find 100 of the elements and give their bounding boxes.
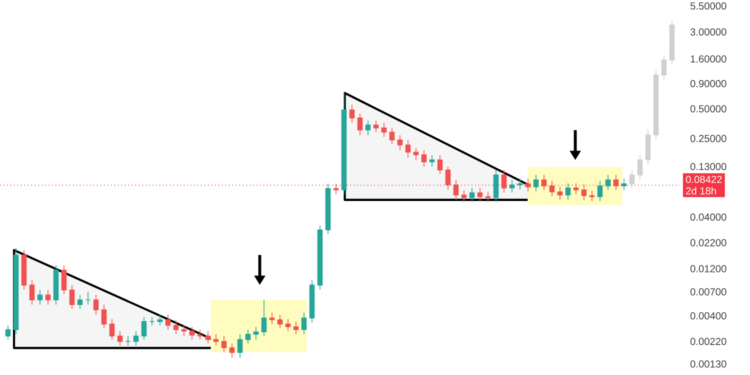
y-tick-label: 0.01200 xyxy=(690,265,726,272)
candlestick xyxy=(197,329,203,340)
candlestick xyxy=(509,180,515,193)
y-tick-label: 0.04000 xyxy=(690,213,726,221)
y-tick-label: 0.25000 xyxy=(690,134,726,142)
candlestick xyxy=(485,192,491,202)
candlestick xyxy=(341,92,347,195)
candlestick xyxy=(405,140,411,158)
candlestick xyxy=(85,291,91,305)
candlestick xyxy=(61,264,67,295)
candlestick xyxy=(597,180,603,202)
y-tick-label: 0.00130 xyxy=(690,360,726,368)
ref-line-label: 0.08422 xyxy=(686,176,722,184)
candlestick xyxy=(181,324,187,336)
y-tick-label: 0.00700 xyxy=(690,288,726,296)
candlestick xyxy=(277,314,283,329)
y-tick-label: 5.50000 xyxy=(690,2,726,10)
candlestick xyxy=(173,320,179,335)
candlestick xyxy=(237,334,243,358)
candlestick xyxy=(221,336,227,353)
candlestick xyxy=(501,170,507,193)
candlestick xyxy=(269,312,275,324)
candlestick xyxy=(621,178,627,191)
y-tick-label: 0.13000 xyxy=(690,162,726,170)
candlestick xyxy=(629,170,635,189)
candlestick xyxy=(605,174,611,191)
candlestick xyxy=(261,299,267,336)
candlestick xyxy=(293,321,299,335)
candlestick xyxy=(469,188,475,202)
candlestick xyxy=(349,104,355,124)
candlestick xyxy=(253,326,259,340)
candlestick xyxy=(573,182,579,195)
candlestick xyxy=(549,180,555,197)
candlestick xyxy=(189,326,195,340)
candlestick xyxy=(285,318,291,332)
candlestick xyxy=(397,134,403,151)
candlestick xyxy=(301,312,307,335)
candlestick xyxy=(77,294,83,310)
candlestick xyxy=(245,329,251,344)
y-tick-label: 0.00400 xyxy=(690,312,726,320)
candlestick xyxy=(357,112,363,136)
candlestick xyxy=(109,318,115,340)
candlestick xyxy=(445,166,451,190)
candlestick xyxy=(557,186,563,200)
candlestick xyxy=(381,122,387,138)
candlestick xyxy=(525,178,531,192)
candlestick xyxy=(141,316,147,340)
candlestick xyxy=(93,294,99,316)
candlestick xyxy=(645,128,651,165)
candlestick xyxy=(165,314,171,330)
candlestick xyxy=(53,264,59,305)
candlestick xyxy=(581,184,587,201)
candlestick xyxy=(365,120,371,136)
candlestick xyxy=(421,150,427,167)
candlestick xyxy=(205,330,211,344)
candlestick xyxy=(589,190,595,202)
candlestick xyxy=(125,336,131,346)
candlestick xyxy=(429,154,435,167)
candlestick xyxy=(157,314,163,326)
candlestick xyxy=(533,174,539,192)
candlestick xyxy=(29,280,35,305)
candlestick xyxy=(317,224,323,290)
candlestick xyxy=(213,334,219,346)
candlestick xyxy=(229,343,235,358)
candlestick xyxy=(373,120,379,133)
candlestick xyxy=(637,154,643,180)
candlestick xyxy=(613,174,619,191)
y-tick-label: 3.00000 xyxy=(690,28,726,36)
y-tick-label: 1.60000 xyxy=(690,55,726,63)
candlestick xyxy=(541,174,547,191)
candlestick xyxy=(333,183,339,195)
candlestick xyxy=(669,20,675,66)
candlestick xyxy=(69,284,75,310)
candlestick xyxy=(117,330,123,346)
y-tick-label: 0.90000 xyxy=(690,80,726,88)
y-tick-label: 0.02200 xyxy=(690,239,726,246)
candlestick xyxy=(325,183,331,234)
y-tick-label: 0.50000 xyxy=(690,105,726,112)
candlestick xyxy=(437,154,443,174)
candlestick xyxy=(413,148,419,161)
candlestick xyxy=(133,330,139,346)
candlestick xyxy=(389,128,395,144)
candlestick xyxy=(453,180,459,200)
candlestick xyxy=(13,248,19,335)
y-tick-label: 0.00220 xyxy=(690,338,726,346)
candlestick xyxy=(45,290,51,305)
candlestick xyxy=(653,70,659,140)
candlestick xyxy=(5,324,11,340)
candlestick xyxy=(101,304,107,329)
candlestick xyxy=(461,190,467,202)
candlestick xyxy=(565,182,571,200)
candlestick xyxy=(517,178,523,190)
candlestick xyxy=(493,170,499,202)
candlestick xyxy=(21,250,27,290)
candlestick xyxy=(309,280,315,324)
text: 2d 18h xyxy=(686,187,716,194)
candlestick xyxy=(477,188,483,202)
candlestick xyxy=(37,290,43,305)
candlestick xyxy=(149,316,155,326)
candlestick xyxy=(661,54,667,80)
